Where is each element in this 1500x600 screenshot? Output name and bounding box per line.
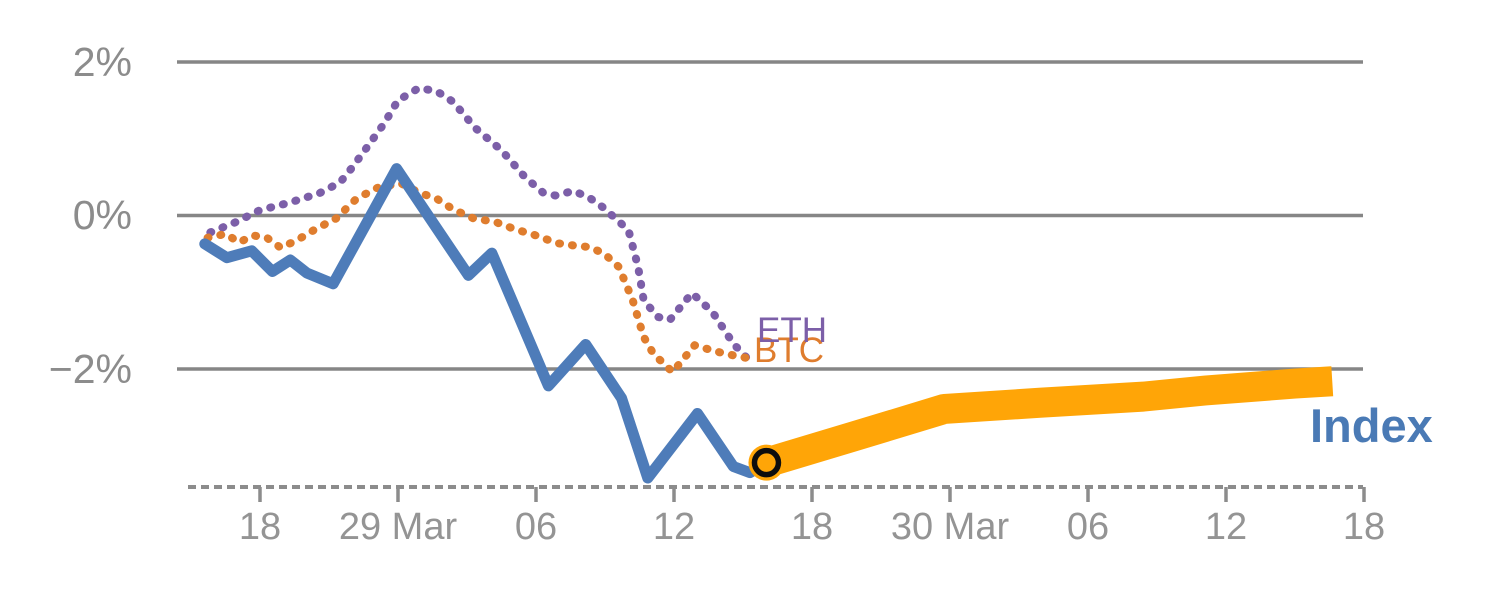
index-series-label: Index [1310, 399, 1433, 452]
x-tick-label-12a: 12 [652, 506, 696, 548]
x-tick-label-30mar: 30 Mar [890, 506, 1010, 548]
x-tick-label-18b: 18 [790, 506, 834, 548]
index-forecast-line [762, 366, 1334, 478]
y-tick-label-neg2pct: −2% [48, 346, 132, 392]
btc-series-label: BTC [754, 331, 824, 370]
x-tick-label-18c: 18 [1342, 506, 1386, 548]
forecast-marker-ring [751, 447, 782, 478]
x-tick-label-06a: 06 [514, 506, 558, 548]
eth-series-label: ETH [757, 311, 827, 350]
index-line [199, 163, 772, 484]
eth-line [206, 84, 752, 363]
x-tick-label-29mar: 29 Mar [338, 506, 458, 548]
x-tick-label-12b: 12 [1204, 506, 1248, 548]
x-tick-label-06b: 06 [1066, 506, 1110, 548]
y-tick-label-0pct: 0% [72, 192, 132, 238]
btc-line [203, 179, 757, 377]
x-tick-label-18a: 18 [238, 506, 282, 548]
y-tick-label-2pct: 2% [72, 39, 132, 85]
